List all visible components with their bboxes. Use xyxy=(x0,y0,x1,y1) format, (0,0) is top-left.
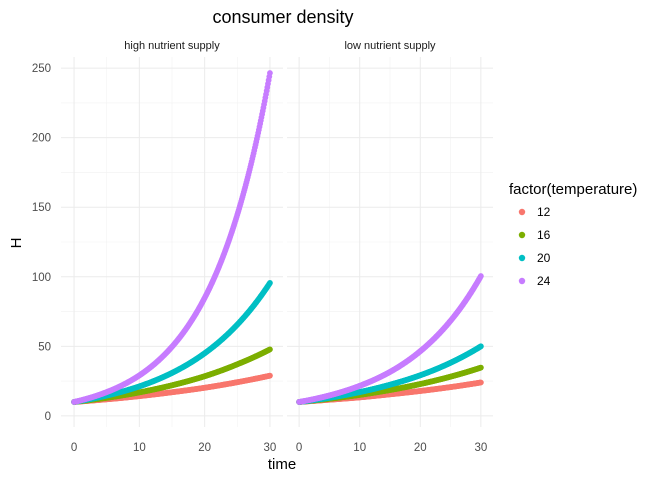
y-tick-label: 50 xyxy=(38,341,51,353)
legend-item-24: 24 xyxy=(519,274,551,288)
x-axis-label: time xyxy=(268,456,296,473)
legend-items: 12 16 20 24 xyxy=(519,205,551,288)
legend-item-20: 20 xyxy=(519,251,551,265)
legend-item-16: 16 xyxy=(519,228,551,242)
panel-0: high nutrient supply 0 10 20 30 0 50 100 150 200 2… xyxy=(32,40,283,454)
legend: factor(temperature) 12 16 20 24 xyxy=(509,181,637,288)
legend-label: 16 xyxy=(537,228,551,242)
y-tick-label: 0 xyxy=(45,411,51,423)
data-point xyxy=(478,365,484,371)
x-tick-label: 20 xyxy=(198,442,211,454)
x-tick-label: 0 xyxy=(71,442,77,454)
y-tick-label: 100 xyxy=(32,272,51,284)
data-point xyxy=(478,273,484,279)
x-tick-label: 30 xyxy=(264,442,277,454)
legend-key xyxy=(519,278,525,284)
legend-title: factor(temperature) xyxy=(509,181,637,198)
y-axis-label: H xyxy=(8,238,25,249)
panel-1: low nutrient supply 0 10 20 30 xyxy=(287,40,493,454)
legend-item-12: 12 xyxy=(519,205,551,219)
legend-label: 24 xyxy=(537,274,551,288)
y-tick-label: 200 xyxy=(32,133,51,145)
x-tick-label: 0 xyxy=(296,442,302,454)
data-point xyxy=(267,70,273,76)
chart-title: consumer density xyxy=(212,7,353,27)
legend-key xyxy=(519,255,525,261)
legend-label: 12 xyxy=(537,205,551,219)
data-point xyxy=(478,343,484,349)
data-point xyxy=(478,380,484,386)
y-tick-label: 250 xyxy=(32,63,51,75)
data-point xyxy=(267,373,273,379)
legend-label: 20 xyxy=(537,251,551,265)
data-point xyxy=(267,346,273,352)
y-tick-label: 150 xyxy=(32,202,51,214)
x-tick-label: 30 xyxy=(474,442,487,454)
x-tick-label: 10 xyxy=(133,442,146,454)
panel-strip-label: high nutrient supply xyxy=(124,40,220,52)
x-tick-label: 10 xyxy=(353,442,366,454)
legend-key xyxy=(519,209,525,215)
panel-strip-label: low nutrient supply xyxy=(344,40,436,52)
chart-panels: high nutrient supply01020300501001502002… xyxy=(32,40,493,454)
data-point xyxy=(267,280,273,286)
x-tick-label: 20 xyxy=(414,442,427,454)
legend-key xyxy=(519,232,525,238)
